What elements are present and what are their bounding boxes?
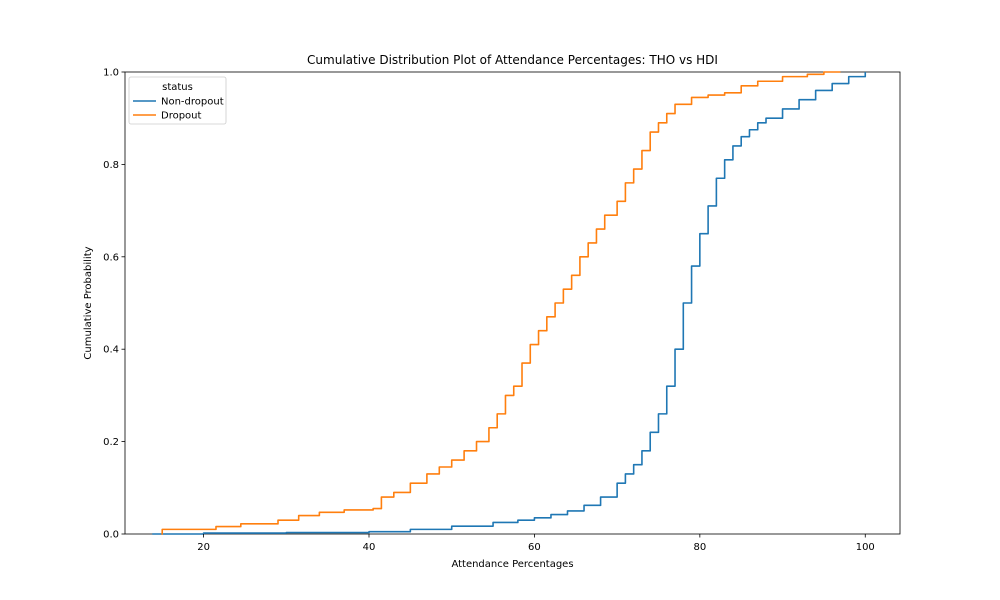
legend-label-non-dropout: Non-dropout — [161, 97, 224, 108]
y-axis: 0.0 0.2 0.4 0.6 0.8 1.0 — [103, 68, 125, 541]
plot-area — [124, 71, 901, 535]
x-axis: 20 40 60 80 100 — [197, 534, 875, 553]
y-axis-label: Cumulative Probability — [83, 246, 94, 359]
chart-title: Cumulative Distribution Plot of Attendan… — [307, 53, 718, 67]
y-tick-label-2: 0.4 — [103, 345, 119, 356]
legend-title: status — [162, 82, 193, 93]
y-tick-label-4: 0.8 — [103, 160, 119, 171]
x-tick-label-80: 80 — [693, 542, 706, 553]
y-tick-label-0: 0.0 — [103, 530, 119, 541]
x-tick-label-60: 60 — [528, 542, 541, 553]
series-line-non-dropout — [152, 72, 867, 535]
series-layer — [152, 71, 867, 535]
x-tick-label-20: 20 — [197, 542, 210, 553]
x-axis-label: Attendance Percentages — [451, 559, 573, 570]
y-tick-label-3: 0.6 — [103, 252, 119, 263]
legend: status Non-dropout Dropout — [128, 76, 227, 125]
x-tick-label-40: 40 — [363, 542, 376, 553]
y-tick-label-1: 0.2 — [103, 437, 119, 448]
plot-frame — [124, 71, 901, 535]
x-tick-label-100: 100 — [856, 542, 875, 553]
legend-box — [128, 76, 227, 125]
series-line-dropout — [161, 71, 841, 535]
legend-label-dropout: Dropout — [161, 111, 202, 122]
y-tick-label-5: 1.0 — [103, 68, 119, 79]
